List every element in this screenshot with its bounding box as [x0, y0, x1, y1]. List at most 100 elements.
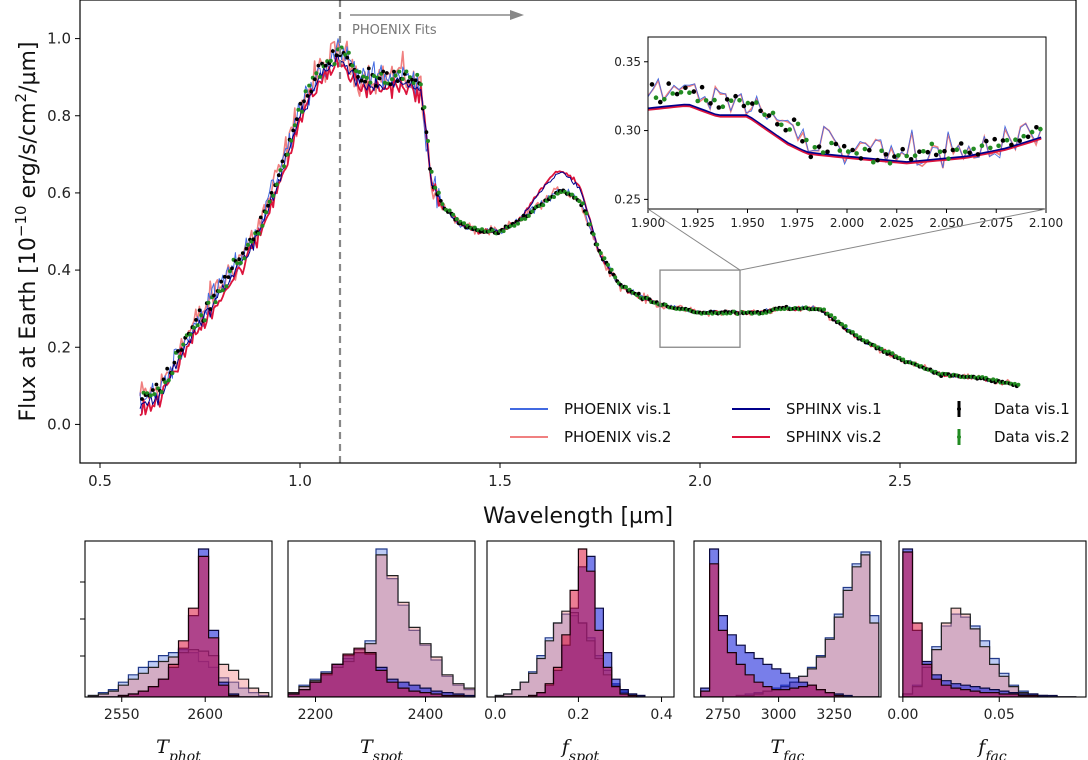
hist-x-label-subscript: spot: [569, 749, 600, 760]
data-point-vis2: [170, 371, 175, 376]
data-point-vis2: [901, 357, 906, 362]
data-point-vis2: [850, 330, 855, 335]
inset-data-point-vis1: [783, 127, 788, 133]
data-point-vis2: [361, 74, 366, 79]
x-tick-label: 2.0: [688, 472, 712, 490]
inset-background: [648, 37, 1046, 209]
data-point-vis2: [530, 209, 535, 214]
data-point-vis1: [165, 366, 170, 371]
inset-data-point-vis2: [678, 90, 684, 95]
data-points: [140, 45, 1021, 401]
hist-panel-f-spot: [494, 548, 646, 697]
data-point-vis2: [480, 227, 484, 232]
inset-data-point-vis2: [787, 127, 792, 132]
legend: PHOENIX vis.1 PHOENIX vis.2 SPHINX vis.1 SP…: [510, 400, 1070, 446]
data-point-vis1: [208, 307, 213, 311]
data-point-vis1: [161, 377, 166, 382]
y-axis-label-text: Flux at Earth [10: [16, 237, 41, 421]
legend-label: PHOENIX vis.1: [564, 400, 671, 418]
zoom-region-box: [659, 269, 741, 348]
inset-data-point-vis2: [887, 161, 893, 166]
data-point-vis2: [858, 335, 862, 340]
data-point-vis2: [364, 75, 369, 80]
inset-data-point-vis2: [971, 146, 976, 152]
histogram-sphinx-vis-2: [88, 555, 269, 697]
data-point-vis2: [516, 221, 520, 226]
inset-data-point-vis2: [854, 151, 859, 156]
data-point-vis1: [312, 77, 317, 82]
data-point-vis2: [328, 58, 333, 63]
hist-x-label: fspot: [560, 736, 600, 760]
data-point-vis2: [296, 107, 301, 112]
data-point-vis1: [359, 78, 364, 83]
y-tick-label: 0.4: [47, 261, 71, 279]
data-point-vis1: [392, 69, 396, 74]
inset-data-point-vis2: [946, 156, 951, 161]
data-point-vis1: [222, 274, 227, 279]
hist-x-label-base: f: [560, 736, 572, 758]
inset-x-tick-label: 1.975: [780, 216, 814, 230]
data-point-vis2: [577, 199, 582, 204]
hist-x-label-subscript: spot: [373, 749, 404, 760]
inset-data-point-vis2: [737, 98, 742, 103]
data-point-vis2: [609, 267, 614, 272]
data-point-vis1: [334, 53, 339, 58]
data-point-vis2: [199, 313, 204, 318]
inset-data-point-vis2: [929, 141, 935, 147]
inset-data-point-vis2: [703, 98, 709, 103]
data-point-vis2: [163, 380, 168, 385]
inset-data-point-vis1: [900, 146, 905, 152]
data-point-vis2: [228, 269, 232, 274]
inset-data-point-vis2: [845, 149, 851, 154]
data-point-vis1: [244, 246, 249, 251]
data-point-vis2: [357, 70, 362, 74]
data-point-vis2: [854, 333, 859, 338]
data-point-vis2: [501, 229, 506, 234]
inset-data-point-vis2: [712, 97, 717, 103]
inset-data-point-vis1: [816, 144, 822, 149]
histogram-sphinx-vis-1: [700, 548, 879, 697]
y-tick-label: 1.0: [47, 30, 71, 48]
data-point-vis1: [345, 55, 350, 60]
spectrum-plot: [139, 0, 1021, 463]
inset-data-point-vis1: [933, 152, 939, 158]
data-point-vis2: [822, 307, 826, 312]
inset-x-tick-label: 2.100: [1029, 216, 1063, 230]
hist-x-tick-label: 0.0: [484, 707, 506, 723]
y-axis-label-text: erg/s/cm: [16, 102, 41, 205]
data-point-vis2: [188, 332, 193, 337]
inset-data-point-vis1: [841, 143, 847, 149]
data-point-vis2: [512, 223, 517, 228]
inset-data-point-vis1: [908, 157, 914, 162]
legend-swatch-marker: [957, 435, 961, 439]
data-point-vis2: [159, 390, 164, 394]
data-point-vis2: [372, 74, 376, 78]
data-point-vis2: [148, 393, 153, 398]
hist-x-label-subscript: phot: [169, 749, 201, 760]
y-axis-label: Flux at Earth [10−10 erg/s/cm2/µm]: [12, 42, 41, 422]
inset-data-point-vis2: [1038, 126, 1043, 132]
x-tick-label: 2.5: [888, 472, 912, 490]
data-point-vis1: [366, 66, 371, 71]
data-point-vis2: [422, 105, 427, 110]
y-tick-label: 0.8: [47, 107, 71, 125]
inset-data-point-vis1: [649, 82, 655, 87]
legend-label: Data vis.2: [994, 428, 1070, 446]
data-point-vis2: [177, 354, 182, 359]
inset-data-point-vis1: [683, 85, 688, 91]
inset-data-point-vis2: [662, 97, 667, 102]
inset-data-point-vis1: [833, 141, 839, 147]
inset-data-point-vis1: [975, 152, 981, 157]
inset-data-point-vis2: [979, 143, 985, 148]
inset-data-point-vis1: [1017, 138, 1022, 143]
data-point-vis1: [212, 293, 216, 298]
inset-data-point-vis1: [917, 149, 922, 154]
data-point-vis1: [294, 117, 299, 121]
hist-panel-f-fac: [902, 548, 1077, 697]
inset-data-point-vis1: [750, 101, 755, 106]
data-point-vis2: [440, 202, 445, 207]
inset-data-point-vis2: [1004, 137, 1010, 143]
y-axis-label-text: /µm]: [16, 42, 41, 93]
inset-data-point-vis1: [791, 117, 797, 122]
